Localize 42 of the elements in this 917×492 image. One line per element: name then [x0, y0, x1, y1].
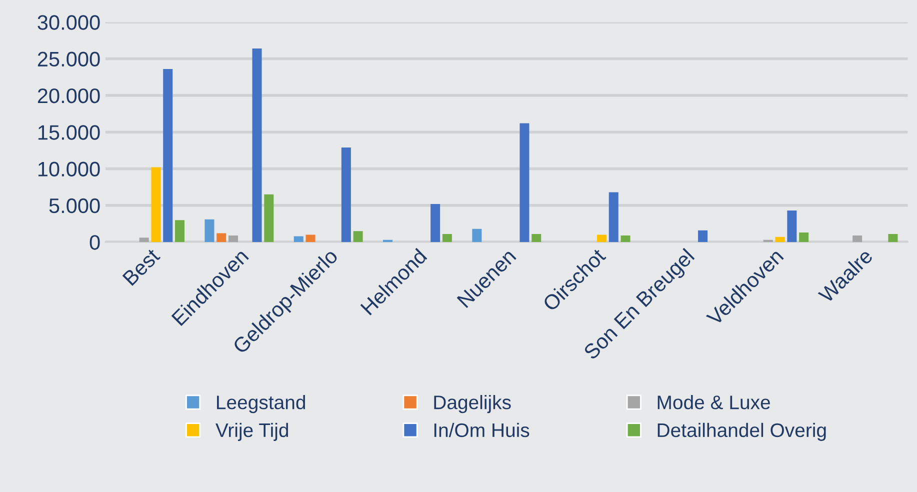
y-tick-label: 30.000 [38, 15, 100, 30]
bar [163, 69, 173, 242]
bar [252, 48, 262, 242]
bar [216, 233, 226, 242]
bar [787, 210, 797, 242]
bar [383, 240, 393, 242]
bar [353, 231, 363, 242]
bar [596, 234, 606, 242]
bar [698, 230, 708, 242]
bar [204, 219, 214, 242]
bar [341, 147, 351, 242]
legend-label: Mode & Luxe [658, 394, 770, 410]
bar [799, 232, 809, 242]
bar [306, 234, 316, 242]
y-tick-label: 0 [90, 235, 100, 250]
bar [520, 123, 530, 242]
bar [763, 240, 773, 242]
bar [151, 167, 161, 242]
legend-label: Dagelijks [434, 394, 511, 414]
y-tick-label: 25.000 [38, 52, 100, 67]
legend-label: Leegstand [217, 394, 305, 414]
bar [532, 234, 542, 242]
bar [620, 235, 630, 242]
y-tick-label: 5.000 [49, 198, 100, 214]
bar [608, 192, 618, 242]
bar [775, 236, 785, 242]
bar [472, 228, 482, 242]
bar [442, 234, 452, 242]
y-tick-label: 10.000 [38, 162, 100, 177]
y-tick-label: 15.000 [38, 125, 100, 140]
bar [139, 238, 149, 242]
legend-label: Vrije Tijd [216, 422, 288, 441]
legend-label: In/Om Huis [434, 422, 530, 438]
bar [264, 194, 274, 242]
bar [430, 204, 440, 242]
legend-label: Detailhandel Overig [658, 422, 826, 441]
bar [294, 236, 304, 242]
bar [174, 220, 185, 242]
bar [852, 235, 862, 242]
bar [888, 234, 898, 242]
y-tick-label: 20.000 [38, 88, 100, 104]
bar [228, 235, 238, 242]
